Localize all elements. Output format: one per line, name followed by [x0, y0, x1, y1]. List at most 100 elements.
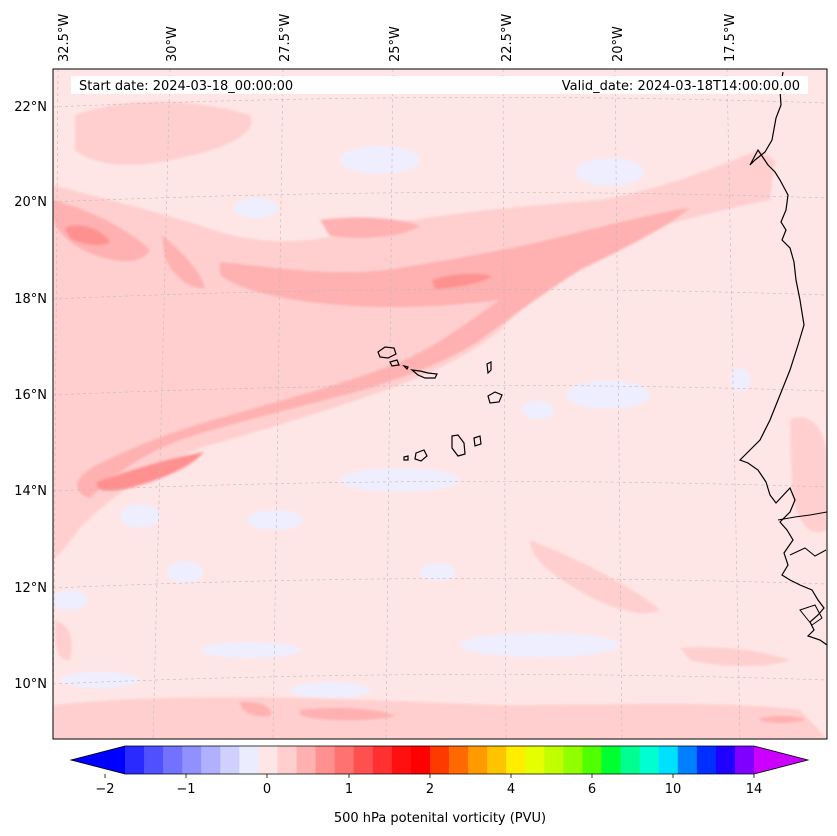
colorbar: −2 −1 0 1 2 4 6 10 14 500 hPa potenital …	[69, 745, 810, 826]
colorbar-cell	[506, 746, 526, 774]
lat-label: 10°N	[14, 677, 47, 692]
island-brava	[403, 455, 409, 461]
island-sal	[486, 361, 492, 375]
colorbar-ticks	[104, 774, 755, 778]
meridian-32-5w	[53, 69, 59, 739]
colorbar-cell	[544, 746, 564, 774]
colorbar-tick-label: 4	[507, 782, 515, 797]
island-sao-nicolau	[410, 369, 438, 379]
lon-label: 20°W	[611, 26, 626, 62]
island-santo-antao	[377, 346, 397, 359]
meridian-30w	[152, 69, 171, 739]
parallel-12n	[53, 578, 827, 589]
africa-coastline	[738, 71, 827, 646]
graticule	[53, 69, 827, 739]
colorbar-cell	[639, 746, 660, 774]
colorbar-cell	[620, 746, 641, 774]
map-panel	[53, 69, 827, 739]
meridian-25w	[385, 69, 394, 739]
lat-label: 18°N	[14, 292, 47, 307]
start-date-title: Start date: 2024-03-18_00:00:00	[79, 79, 293, 94]
colorbar-cell	[658, 746, 679, 774]
island-santiago	[451, 434, 466, 457]
colorbar-tick-label: −1	[176, 782, 195, 797]
colorbar-cell	[144, 746, 164, 774]
parallel-18n	[53, 289, 827, 300]
colorbar-label: 500 hPa potenital vorticity (PVU)	[334, 811, 546, 826]
colorbar-cell	[601, 746, 621, 774]
colorbar-cell	[239, 746, 259, 774]
colorbar-cell	[182, 746, 202, 774]
colorbar-extend-min	[71, 746, 125, 774]
island-santa-luzia	[402, 364, 409, 371]
lat-label: 12°N	[14, 581, 47, 596]
lon-label: 17.5°W	[723, 14, 738, 62]
colorbar-cells	[71, 746, 808, 774]
colorbar-extend-max	[754, 746, 808, 774]
colorbar-tick-label: 14	[746, 782, 763, 797]
colorbar-cell	[334, 746, 355, 774]
cape-verde-islands	[377, 346, 503, 462]
colorbar-tick-label: 6	[588, 782, 596, 797]
pv-negative-patches	[53, 146, 750, 698]
colorbar-cell	[715, 746, 736, 774]
lat-label: 16°N	[14, 388, 47, 403]
colorbar-cell	[220, 746, 240, 774]
colorbar-cell	[372, 746, 393, 774]
lat-label: 22°N	[14, 100, 47, 115]
colorbar-tick-label: 1	[345, 782, 353, 797]
colorbar-cell	[429, 746, 450, 774]
colorbar-cell	[391, 746, 412, 774]
parallel-14n	[53, 481, 827, 492]
island-fogo	[414, 449, 428, 462]
lon-label: 22.5°W	[500, 14, 515, 62]
island-boa-vista	[487, 391, 503, 404]
colorbar-cell	[468, 746, 488, 774]
colorbar-tick-label: −2	[95, 782, 114, 797]
lon-label: 25°W	[388, 26, 403, 62]
title-box	[71, 76, 808, 94]
parallel-22n	[53, 97, 827, 108]
valid-date-title: Valid_date: 2024-03-18T14:00:00.00	[562, 79, 800, 94]
island-sao-vicente	[389, 359, 400, 367]
colorbar-cell	[734, 746, 755, 774]
pv-contour-light	[53, 101, 827, 739]
lat-label: 14°N	[14, 484, 47, 499]
colorbar-cell	[296, 746, 317, 774]
colorbar-cell	[410, 746, 431, 774]
colorbar-tick-labels: −2 −1 0 1 2 4 6 10 14	[95, 782, 762, 797]
colorbar-cell	[563, 746, 583, 774]
island-maio	[473, 435, 482, 447]
meridian-17-5w	[726, 69, 741, 739]
colorbar-cell	[525, 746, 545, 774]
pv-contour-strong	[65, 225, 492, 491]
meridian-20w	[614, 69, 623, 739]
guinea-bissau-outline	[789, 547, 827, 626]
parallel-20n	[53, 192, 827, 203]
lon-label: 30°W	[165, 26, 180, 62]
meridian-22-5w	[502, 69, 507, 739]
lon-label: 32.5°W	[57, 14, 72, 62]
gambia-river-outline	[777, 511, 827, 521]
colorbar-tick-label: 10	[665, 782, 682, 797]
colorbar-cell	[163, 746, 183, 774]
colorbar-cell	[487, 746, 507, 774]
parallel-10n	[53, 674, 827, 685]
colorbar-cell	[315, 746, 336, 774]
colorbar-outline	[69, 745, 810, 775]
latitude-labels: 22°N 20°N 18°N 16°N 14°N 12°N 10°N	[14, 100, 47, 692]
colorbar-cell	[353, 746, 374, 774]
colorbar-cell	[201, 746, 221, 774]
longitude-labels: 32.5°W 30°W 27.5°W 25°W 22.5°W 20°W 17.5…	[57, 14, 738, 62]
meridian-27-5w	[272, 69, 284, 739]
colorbar-cell	[582, 746, 602, 774]
colorbar-cell	[258, 746, 278, 774]
colorbar-cell	[677, 746, 698, 774]
lon-label: 27.5°W	[278, 14, 293, 62]
parallel-16n	[53, 385, 827, 396]
colorbar-cell	[696, 746, 717, 774]
colorbar-tick-label: 2	[426, 782, 434, 797]
pv-contour-medium	[53, 200, 805, 723]
colorbar-cell	[449, 746, 469, 774]
